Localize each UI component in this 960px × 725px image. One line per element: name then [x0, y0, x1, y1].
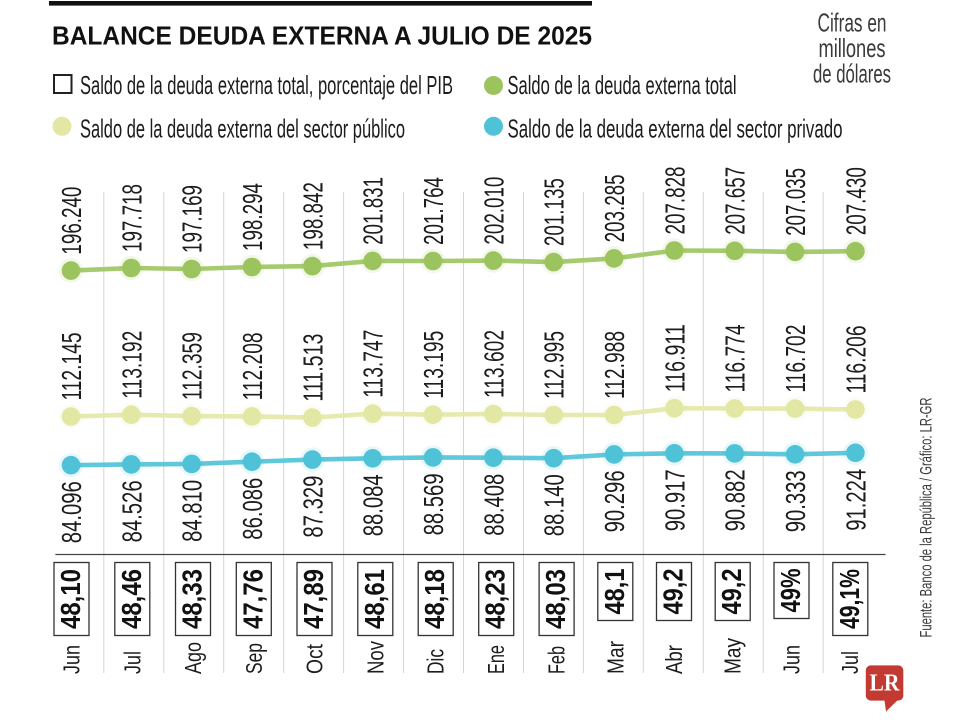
svg-text:Jun: Jun: [59, 645, 85, 674]
svg-text:90.296: 90.296: [599, 470, 630, 532]
svg-text:48,18: 48,18: [419, 569, 450, 629]
svg-text:112.145: 112.145: [56, 333, 87, 401]
svg-text:201.764: 201.764: [418, 177, 449, 245]
svg-text:207.430: 207.430: [840, 167, 871, 235]
svg-text:Jul: Jul: [119, 651, 145, 674]
svg-text:Mar: Mar: [602, 641, 628, 674]
svg-text:113.602: 113.602: [478, 330, 509, 398]
svg-text:202.010: 202.010: [478, 177, 509, 245]
svg-text:116.206: 116.206: [840, 326, 871, 394]
svg-text:198.294: 198.294: [237, 183, 268, 251]
svg-text:112.208: 112.208: [237, 332, 268, 400]
svg-text:86.086: 86.086: [237, 478, 268, 540]
svg-text:Oct: Oct: [302, 643, 328, 674]
svg-text:90.882: 90.882: [720, 469, 751, 531]
svg-text:48,61: 48,61: [359, 569, 390, 629]
svg-text:113.192: 113.192: [116, 331, 147, 399]
svg-text:Jul: Jul: [837, 651, 863, 674]
svg-text:91.224: 91.224: [840, 469, 871, 531]
svg-text:88.569: 88.569: [418, 473, 449, 535]
svg-text:88.140: 88.140: [539, 474, 570, 536]
svg-text:201.831: 201.831: [358, 177, 389, 245]
svg-text:Nov: Nov: [362, 641, 388, 674]
svg-text:116.774: 116.774: [720, 325, 751, 393]
svg-text:112.995: 112.995: [539, 331, 570, 399]
svg-text:90.333: 90.333: [780, 470, 811, 532]
svg-text:Saldo de la deuda externa tota: Saldo de la deuda externa total: [508, 70, 737, 100]
svg-text:47,89: 47,89: [298, 569, 329, 629]
svg-text:Saldo de la deuda externa tota: Saldo de la deuda externa total, porcent…: [80, 70, 453, 100]
svg-text:48,1: 48,1: [599, 569, 630, 615]
svg-text:84.096: 84.096: [56, 481, 87, 543]
svg-text:47,76: 47,76: [237, 569, 268, 629]
svg-text:113.747: 113.747: [358, 330, 389, 398]
svg-text:BALANCE DEUDA EXTERNA A JULIO: BALANCE DEUDA EXTERNA A JULIO DE 2025: [52, 23, 592, 51]
svg-text:84.526: 84.526: [116, 480, 147, 542]
svg-text:48,33: 48,33: [177, 569, 208, 629]
svg-text:197.169: 197.169: [177, 185, 208, 253]
svg-text:207.657: 207.657: [720, 167, 751, 235]
svg-text:201.135: 201.135: [539, 178, 570, 246]
svg-text:48,10: 48,10: [55, 569, 86, 629]
svg-text:May: May: [720, 638, 746, 674]
svg-text:Jun: Jun: [779, 645, 805, 674]
svg-text:207.828: 207.828: [659, 167, 690, 235]
svg-text:111.513: 111.513: [297, 334, 328, 402]
svg-text:48,46: 48,46: [116, 569, 147, 629]
svg-text:113.195: 113.195: [418, 331, 449, 399]
svg-text:Cifras en: Cifras en: [818, 8, 887, 38]
svg-text:de dólares: de dólares: [813, 59, 891, 89]
svg-text:90.917: 90.917: [659, 469, 690, 531]
svg-text:87.329: 87.329: [297, 476, 328, 538]
svg-text:millones: millones: [819, 33, 886, 63]
svg-text:196.240: 196.240: [56, 187, 87, 255]
svg-text:112.359: 112.359: [177, 332, 208, 400]
svg-text:49%: 49%: [775, 569, 806, 613]
svg-text:84.810: 84.810: [177, 480, 208, 542]
svg-text:203.285: 203.285: [599, 174, 630, 242]
svg-text:116.702: 116.702: [780, 325, 811, 393]
svg-text:48,23: 48,23: [480, 569, 511, 629]
svg-text:Feb: Feb: [544, 646, 570, 674]
svg-text:49,2: 49,2: [658, 569, 689, 615]
svg-text:Ene: Ene: [483, 645, 509, 674]
svg-text:112.988: 112.988: [599, 331, 630, 399]
svg-text:49,1%: 49,1%: [834, 569, 865, 629]
svg-text:Sep: Sep: [241, 643, 267, 674]
svg-text:Abr: Abr: [661, 645, 687, 674]
svg-text:88.084: 88.084: [358, 474, 389, 536]
svg-text:Saldo de la deuda externa del: Saldo de la deuda externa del sector pri…: [508, 114, 843, 144]
svg-text:88.408: 88.408: [478, 474, 509, 536]
svg-text:116.911: 116.911: [659, 324, 690, 392]
svg-text:48,03: 48,03: [540, 569, 571, 629]
svg-text:LR: LR: [870, 671, 901, 697]
svg-text:207.035: 207.035: [780, 168, 811, 236]
svg-text:Ago: Ago: [180, 642, 206, 674]
svg-text:198.842: 198.842: [297, 182, 328, 250]
svg-text:49,2: 49,2: [716, 569, 747, 615]
svg-text:Fuente: Banco de la República: Fuente: Banco de la República / Gráfico:…: [917, 398, 936, 638]
svg-text:Dic: Dic: [423, 649, 449, 674]
svg-text:197.718: 197.718: [116, 184, 147, 252]
svg-text:Saldo de la deuda externa del: Saldo de la deuda externa del sector púb…: [80, 114, 405, 144]
